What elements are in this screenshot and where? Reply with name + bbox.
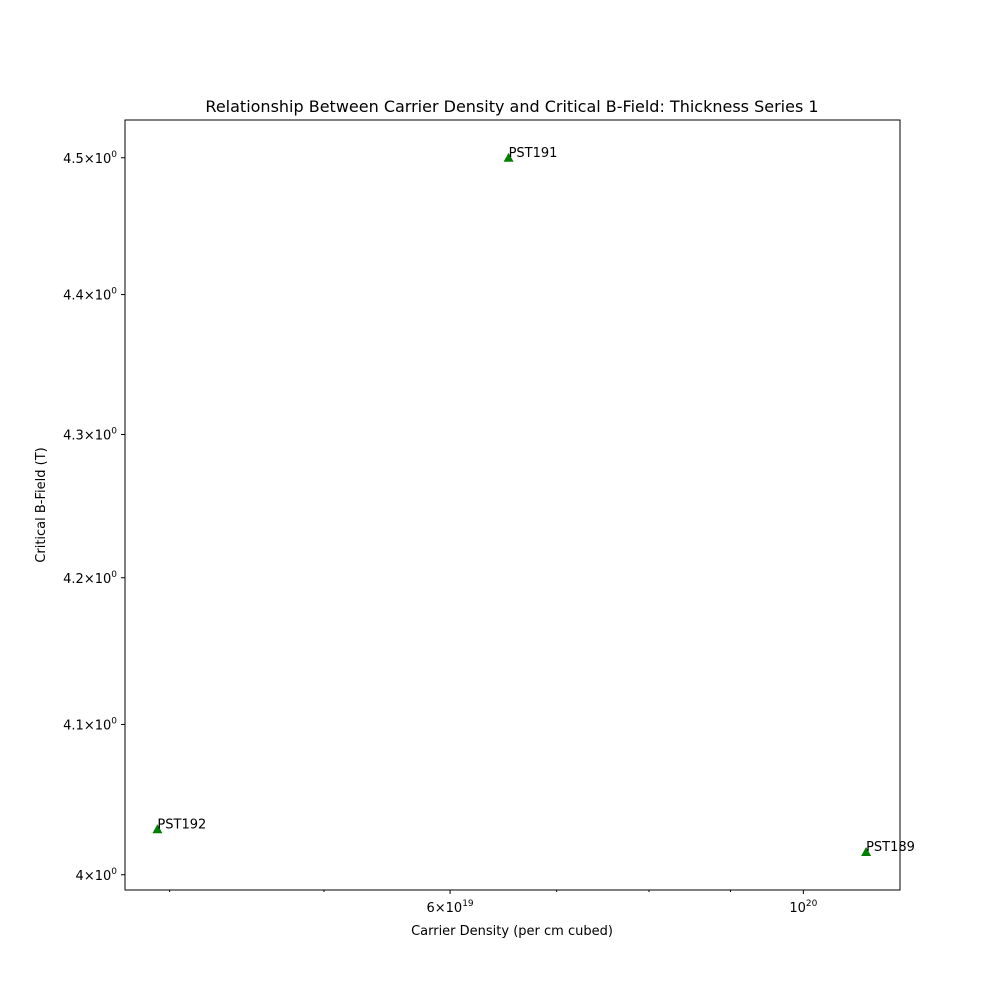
- y-tick-label: 4.2×100: [63, 570, 117, 587]
- data-points: PST192 PST191 PST189: [152, 146, 915, 856]
- plot-frame: [124, 119, 901, 891]
- y-axis-label: Critical B-Field (T): [34, 447, 49, 562]
- y-tick-label: 4×100: [76, 867, 118, 884]
- scatter-point: [503, 152, 514, 162]
- scatter-point: [152, 824, 163, 834]
- y-tick-label: 4.5×100: [63, 150, 117, 167]
- y-axis-ticks: 4×100 4.1×100 4.2×100 4.3×100 4.4×100 4.5×100: [63, 150, 125, 884]
- x-axis-ticks: 6×1019 1020: [169, 890, 818, 916]
- y-tick-label: 4.1×100: [63, 716, 117, 733]
- x-tick-label: 1020: [789, 899, 817, 916]
- point-label: PST189: [866, 840, 915, 855]
- y-tick-label: 4.3×100: [63, 427, 117, 444]
- x-tick-label: 6×1019: [426, 899, 473, 916]
- chart-title: Relationship Between Carrier Density and…: [205, 97, 818, 116]
- x-axis-label: Carrier Density (per cm cubed): [411, 924, 613, 939]
- point-label: PST191: [509, 146, 558, 161]
- y-tick-label: 4.4×100: [63, 287, 117, 304]
- scatter-point: [861, 846, 872, 856]
- point-label: PST192: [157, 817, 206, 832]
